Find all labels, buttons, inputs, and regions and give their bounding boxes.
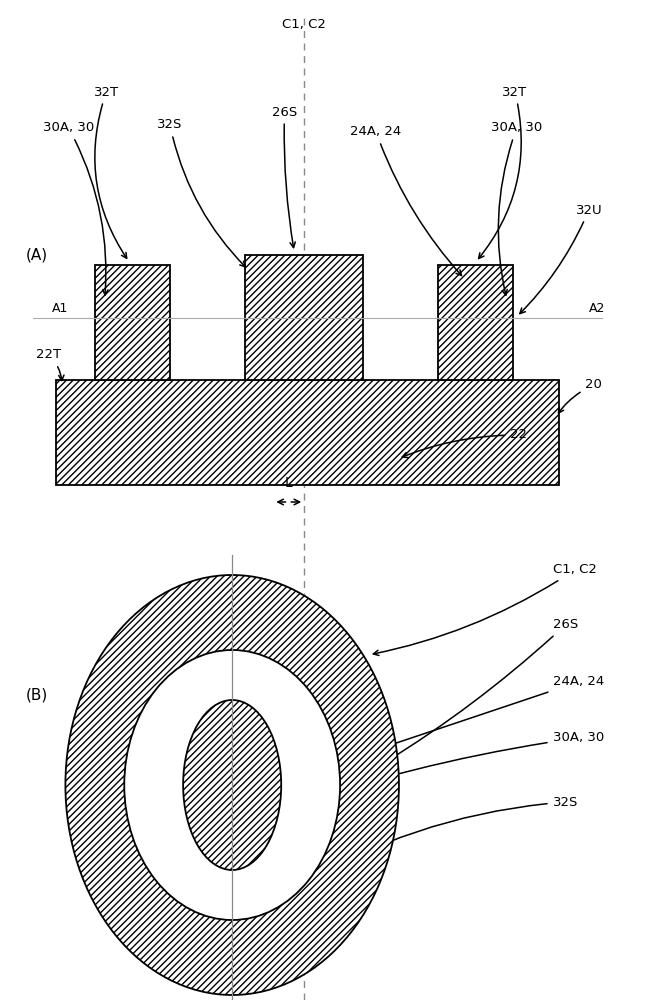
Text: 26S: 26S: [272, 105, 297, 248]
Text: 30A, 30: 30A, 30: [283, 732, 604, 810]
Text: 30A, 30: 30A, 30: [491, 121, 542, 295]
Text: (A): (A): [26, 247, 48, 262]
Ellipse shape: [65, 575, 399, 995]
Text: 24A, 24: 24A, 24: [351, 125, 462, 275]
Text: C1, C2: C1, C2: [282, 18, 326, 31]
Text: 32S: 32S: [158, 118, 245, 267]
Text: 32S: 32S: [296, 796, 578, 888]
Ellipse shape: [124, 650, 340, 920]
Text: (B): (B): [26, 688, 48, 702]
Text: 22T: 22T: [37, 349, 64, 381]
Text: 24A, 24: 24A, 24: [336, 676, 604, 764]
Text: 32T: 32T: [94, 86, 127, 258]
Bar: [438, 265, 513, 380]
Text: 30A, 30: 30A, 30: [43, 121, 108, 295]
Text: 26S: 26S: [386, 618, 578, 762]
Bar: [56, 380, 559, 485]
Text: 32T: 32T: [479, 86, 528, 259]
Text: 32U: 32U: [520, 204, 602, 314]
Text: L: L: [214, 952, 222, 966]
Text: A1: A1: [52, 302, 69, 315]
Text: 22: 22: [402, 428, 527, 458]
Bar: [95, 265, 170, 380]
Text: C1, C2: C1, C2: [373, 564, 596, 655]
Bar: [245, 255, 363, 380]
Ellipse shape: [183, 700, 281, 870]
Text: L: L: [284, 476, 292, 490]
Text: 20: 20: [559, 378, 602, 413]
Text: A2: A2: [589, 302, 605, 315]
